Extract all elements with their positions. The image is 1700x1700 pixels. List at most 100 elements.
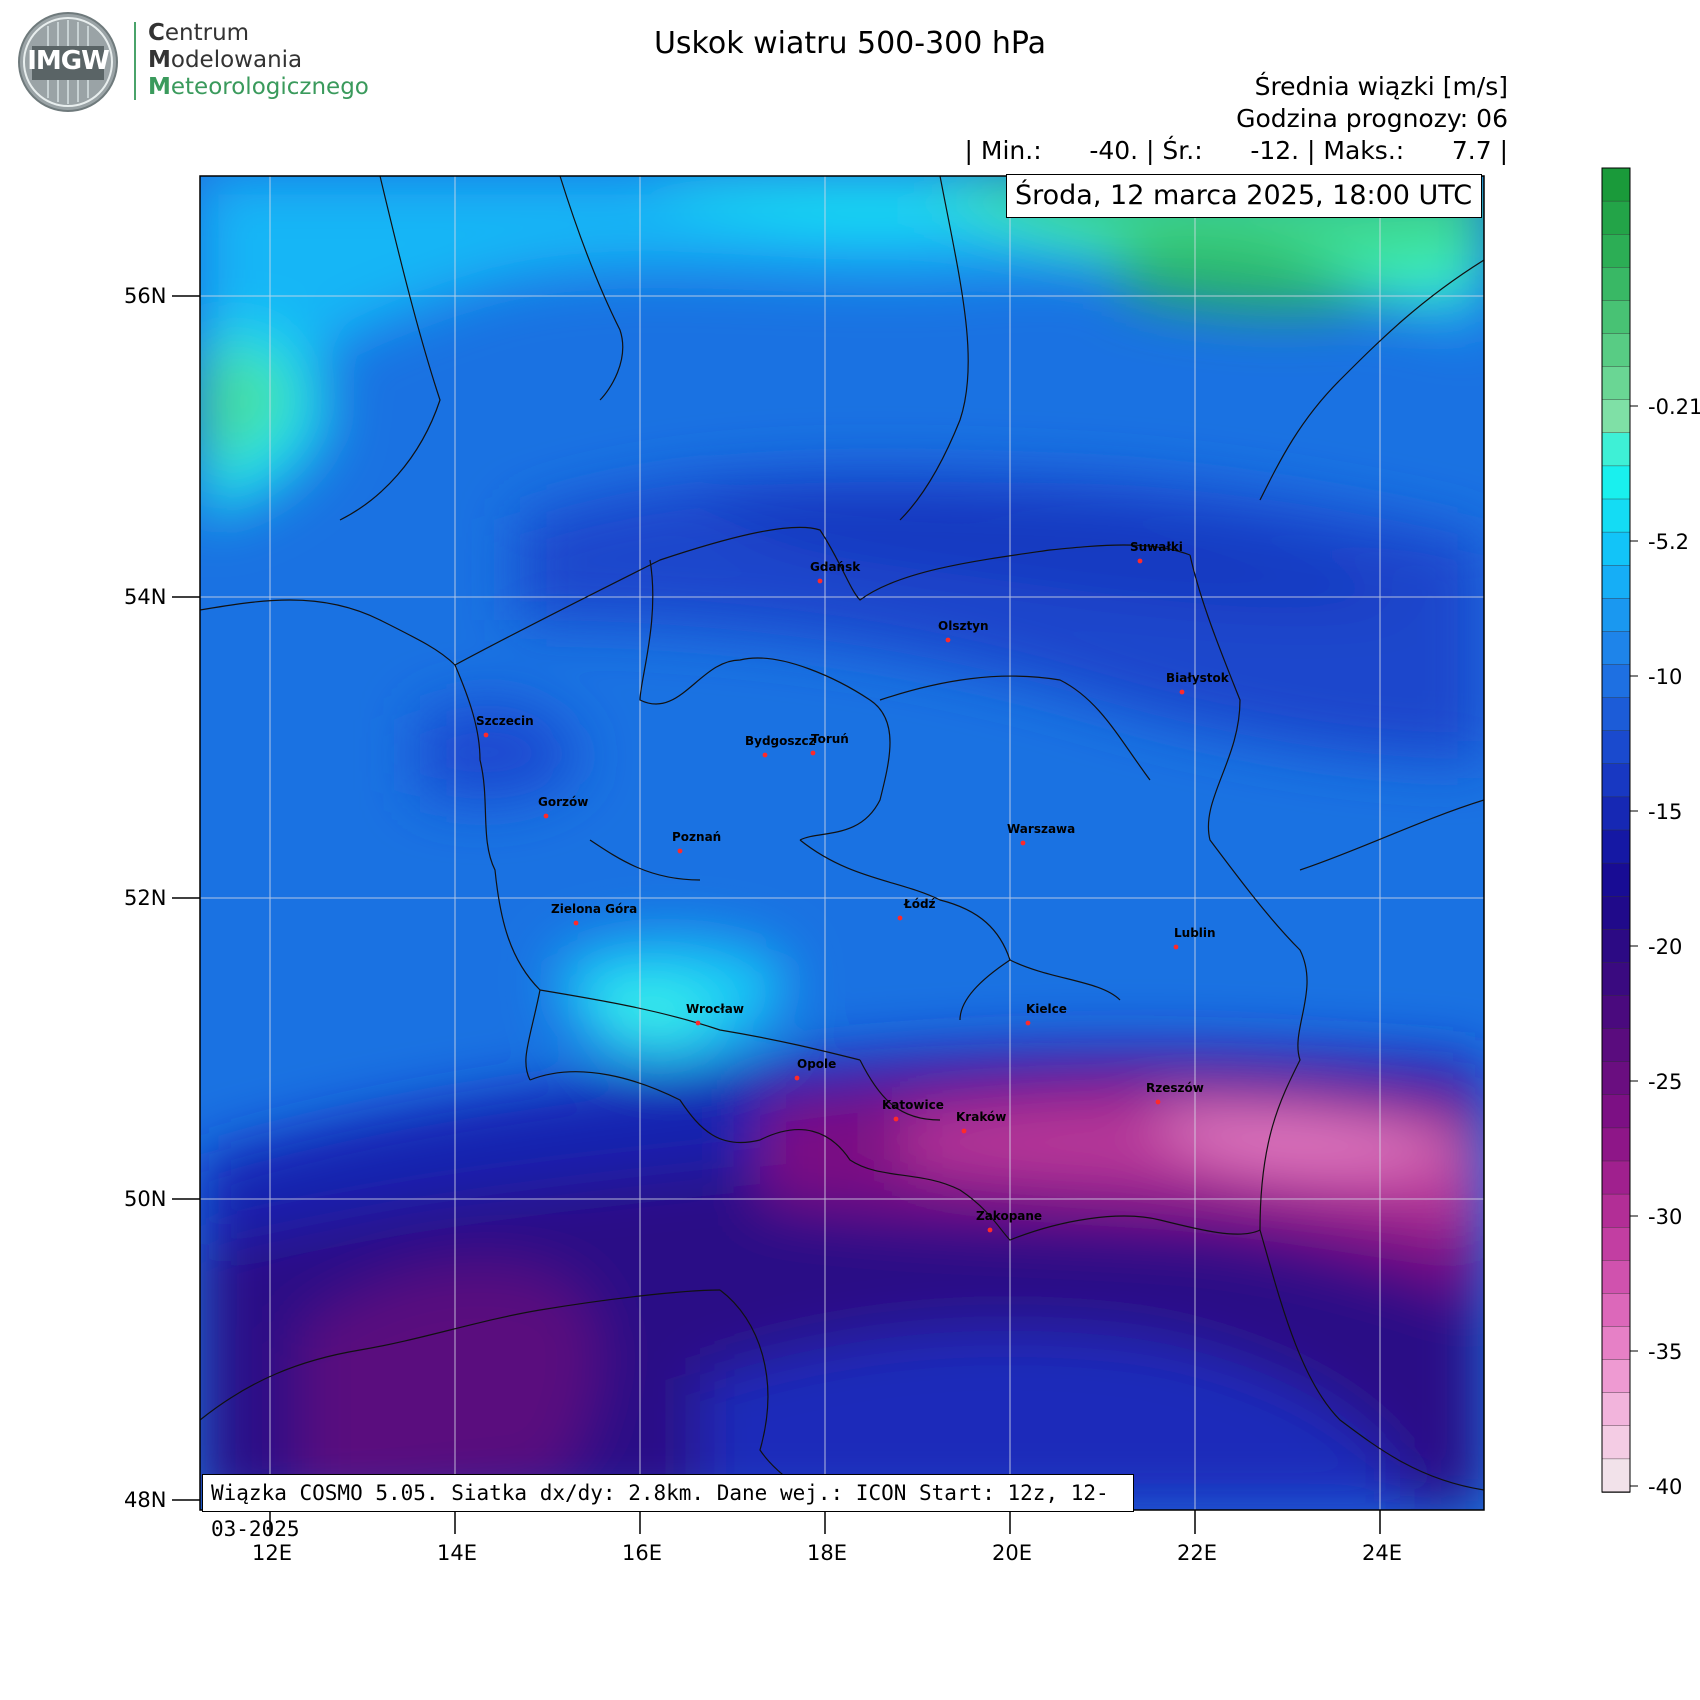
colorbar-step — [1601, 664, 1631, 699]
city-label: Zakopane — [976, 1209, 1042, 1223]
colorbar-step — [1601, 1359, 1631, 1394]
colorbar-label-3: -15 — [1648, 800, 1683, 824]
city-dot — [677, 848, 683, 854]
colorbar-step — [1601, 995, 1631, 1030]
city-markers: Gdańsk Olsztyn Suwałki Białystok Szczecin Byd… — [476, 540, 1230, 1233]
lon-label-24: 24E — [1362, 1541, 1402, 1565]
colorbar-step — [1601, 300, 1631, 335]
colorbar-step — [1601, 962, 1631, 997]
colorbar-frame — [1601, 167, 1631, 1493]
city-dot — [1137, 558, 1143, 564]
city-label: Lublin — [1174, 926, 1216, 940]
city-dot — [573, 920, 579, 926]
logo-line-2: Modelowania — [148, 47, 303, 73]
city-dot — [543, 813, 549, 819]
city-dot — [961, 1128, 967, 1134]
city-label: Poznań — [672, 830, 721, 844]
city-dot — [762, 752, 768, 758]
colorbar-step — [1601, 1094, 1631, 1129]
colorbar-label-4: -20 — [1648, 935, 1683, 959]
colorbar-step — [1601, 1061, 1631, 1096]
colorbar-step — [1601, 1458, 1631, 1493]
colorbar-label-7: -35 — [1648, 1340, 1683, 1364]
city-dot — [810, 750, 816, 756]
city-dot — [817, 578, 823, 584]
colorbar-step — [1601, 200, 1631, 236]
lon-label-16: 16E — [622, 1541, 662, 1565]
lat-label-50: 50N — [124, 1187, 167, 1211]
colorbar — [1601, 167, 1638, 1493]
header-statistics: | Min.: -40. | Śr.: -12. | Maks.: 7.7 | — [964, 136, 1508, 165]
city-label: Szczecin — [476, 714, 534, 728]
city-label: Łódź — [903, 897, 936, 911]
colorbar-step — [1601, 465, 1631, 500]
colorbar-label-0: -0.215 — [1648, 395, 1700, 419]
city-label: Białystok — [1166, 671, 1230, 685]
colorbar-step — [1601, 631, 1631, 666]
city-label: Gdańsk — [810, 560, 861, 574]
colorbar-step — [1601, 730, 1631, 765]
city-label: Kraków — [956, 1110, 1006, 1124]
colorbar-step — [1601, 233, 1631, 269]
city-dot — [1155, 1099, 1161, 1105]
city-label: Bydgoszcz — [745, 734, 816, 748]
colorbar-step — [1601, 862, 1631, 897]
colorbar-step — [1601, 929, 1631, 964]
colorbar-label-2: -10 — [1648, 665, 1683, 689]
imgw-emblem-icon: IMGW — [18, 12, 118, 112]
city-dot — [897, 915, 903, 921]
header-forecast-hour: Godzina prognozy: 06 — [1236, 104, 1508, 133]
colorbar-step — [1601, 366, 1631, 401]
axis-ticks — [172, 295, 1381, 1534]
colorbar-step — [1601, 896, 1631, 931]
imgw-logo: IMGW Centrum Modelowania Meteorologiczne… — [12, 8, 392, 112]
city-dot — [987, 1227, 993, 1233]
colorbar-label-5: -25 — [1648, 1070, 1683, 1094]
lon-label-22: 22E — [1177, 1541, 1217, 1565]
lat-label-54: 54N — [124, 585, 167, 609]
city-label: Suwałki — [1130, 540, 1183, 554]
colorbar-step — [1601, 697, 1631, 732]
colorbar-step — [1601, 1425, 1631, 1460]
colorbar-step — [1601, 598, 1631, 633]
lon-label-18: 18E — [807, 1541, 847, 1565]
city-dot — [483, 732, 489, 738]
colorbar-step — [1601, 167, 1631, 202]
city-label: Gorzów — [538, 795, 588, 809]
city-label: Warszawa — [1007, 822, 1075, 836]
lon-label-12: 12E — [252, 1541, 292, 1565]
logo-line-3: Meteorologicznego — [148, 74, 369, 100]
city-label: Opole — [797, 1057, 836, 1071]
colorbar-step — [1601, 829, 1631, 864]
colorbar-step — [1601, 565, 1631, 600]
city-label: Olsztyn — [938, 619, 989, 633]
city-dot — [1179, 689, 1185, 695]
colorbar-step — [1601, 763, 1631, 798]
city-label: Rzeszów — [1146, 1081, 1204, 1095]
city-dot — [794, 1075, 800, 1081]
colorbar-step — [1601, 1326, 1631, 1361]
colorbar-step — [1601, 796, 1631, 831]
header-units: Średnia wiązki [m/s] — [1254, 72, 1508, 101]
colorbar-step — [1601, 1260, 1631, 1295]
city-dot — [1020, 840, 1026, 846]
city-label: Zielona Góra — [551, 902, 637, 916]
colorbar-step — [1601, 531, 1631, 566]
colorbar-step — [1601, 1293, 1631, 1328]
lon-label-14: 14E — [437, 1541, 477, 1565]
city-dot — [893, 1116, 899, 1122]
colorbar-step — [1601, 498, 1631, 533]
city-dot — [1173, 944, 1179, 950]
colorbar-step — [1601, 1028, 1631, 1063]
lat-label-56: 56N — [124, 284, 167, 308]
borders-and-coastlines — [200, 176, 1484, 1510]
colorbar-label-1: -5.2 — [1648, 530, 1689, 554]
graticule — [200, 176, 1484, 1510]
city-label: Katowice — [882, 1098, 944, 1112]
colorbar-label-6: -30 — [1648, 1205, 1683, 1229]
colorbar-step — [1601, 267, 1631, 302]
colorbar-step — [1601, 1160, 1631, 1195]
colorbar-step — [1601, 1226, 1631, 1262]
city-dot — [1025, 1020, 1031, 1026]
